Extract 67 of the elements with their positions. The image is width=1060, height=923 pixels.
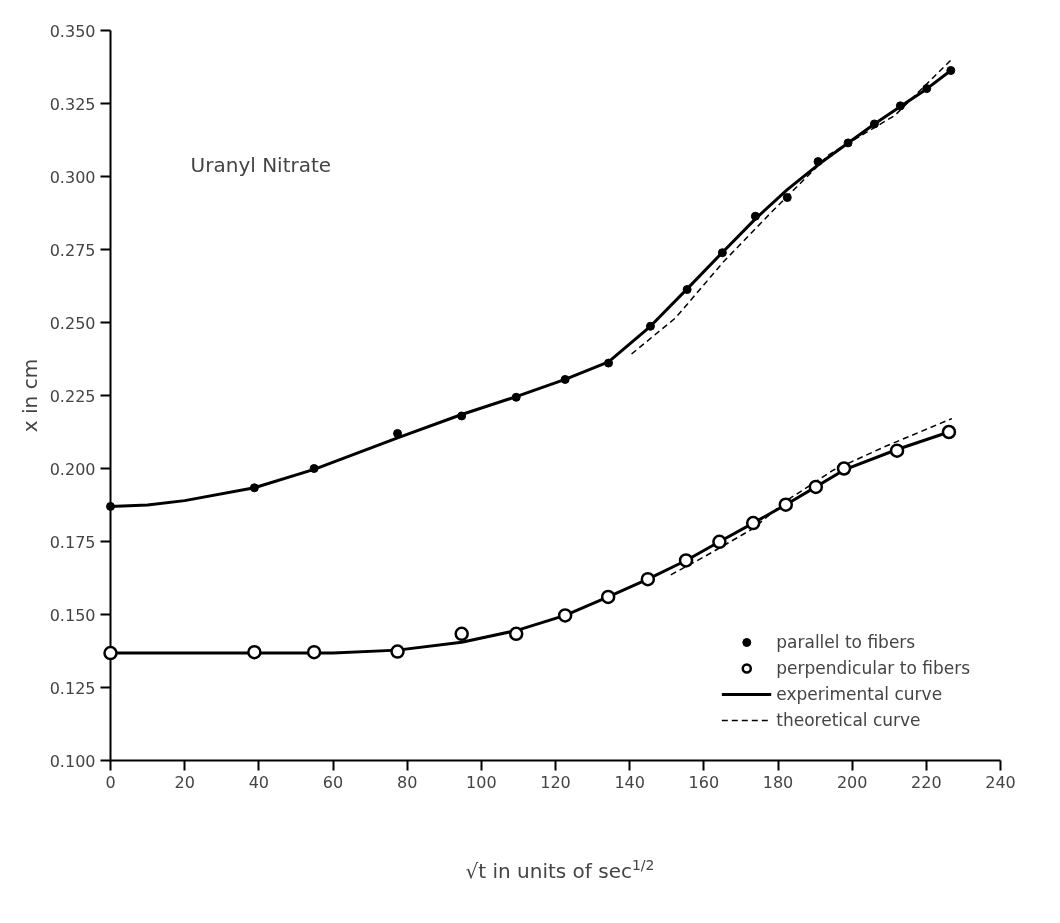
point <box>508 626 524 642</box>
point <box>604 358 614 368</box>
x-tick-label: 140 <box>614 772 645 792</box>
point <box>106 501 115 511</box>
point <box>750 211 760 221</box>
point <box>103 645 118 661</box>
x-tick-label: 180 <box>762 772 794 792</box>
point <box>557 608 573 623</box>
y-tick-label: 0.350 <box>49 21 96 41</box>
y-tick-label: 0.200 <box>49 459 96 479</box>
legend-label: perpendicular to fibers <box>776 658 970 678</box>
point <box>247 644 262 660</box>
point <box>454 626 469 642</box>
annotation: Uranyl Nitrate <box>190 152 332 177</box>
point <box>941 424 957 440</box>
point <box>889 443 905 458</box>
x-tick-label: 20 <box>174 772 195 792</box>
point <box>645 321 655 331</box>
x-tick-label: 160 <box>688 772 720 792</box>
point <box>390 644 405 659</box>
point <box>745 515 761 531</box>
point <box>457 411 467 421</box>
y-tick-label: 0.100 <box>49 751 96 771</box>
x-tick-label: 60 <box>322 772 344 792</box>
x-tick-label: 80 <box>396 772 418 792</box>
point <box>843 138 853 148</box>
point <box>778 497 794 512</box>
y-axis-title: x in cm <box>17 358 42 433</box>
x-tick-label: 100 <box>466 772 497 792</box>
point <box>682 285 692 294</box>
point <box>678 553 694 568</box>
legend-label: experimental curve <box>776 684 943 704</box>
point <box>511 392 521 402</box>
point <box>922 84 932 94</box>
y-tick-label: 0.225 <box>49 386 96 406</box>
y-tick-label: 0.250 <box>49 313 96 333</box>
point <box>869 119 879 129</box>
point <box>808 479 824 495</box>
legend-label: theoretical curve <box>776 710 921 730</box>
x-tick-label: 240 <box>985 772 1016 792</box>
point <box>782 193 792 203</box>
point <box>836 461 852 476</box>
point <box>895 101 905 111</box>
y-tick-label: 0.125 <box>49 678 96 698</box>
x-tick-label: 0 <box>105 772 116 792</box>
point <box>249 483 259 493</box>
x-tick-label: 200 <box>836 772 868 792</box>
legend-label: parallel to fibers <box>776 632 916 652</box>
x-tick-label: 40 <box>248 772 270 792</box>
y-tick-label: 0.300 <box>49 167 96 187</box>
point <box>640 571 656 587</box>
point <box>813 157 823 167</box>
x-tick-label: 120 <box>540 772 571 792</box>
point <box>600 589 616 605</box>
point <box>306 644 322 660</box>
point <box>309 464 319 473</box>
x-tick-label: 220 <box>911 772 942 792</box>
y-tick-label: 0.150 <box>49 605 96 625</box>
point <box>717 248 727 258</box>
point <box>393 428 403 438</box>
y-tick-label: 0.275 <box>49 240 96 260</box>
y-tick-label: 0.175 <box>49 532 96 552</box>
point <box>712 534 727 550</box>
point <box>560 374 570 384</box>
y-tick-label: 0.325 <box>49 94 96 114</box>
point <box>946 66 956 75</box>
x-axis-title: √t in units of sec$^{1/2}$ <box>465 856 655 885</box>
